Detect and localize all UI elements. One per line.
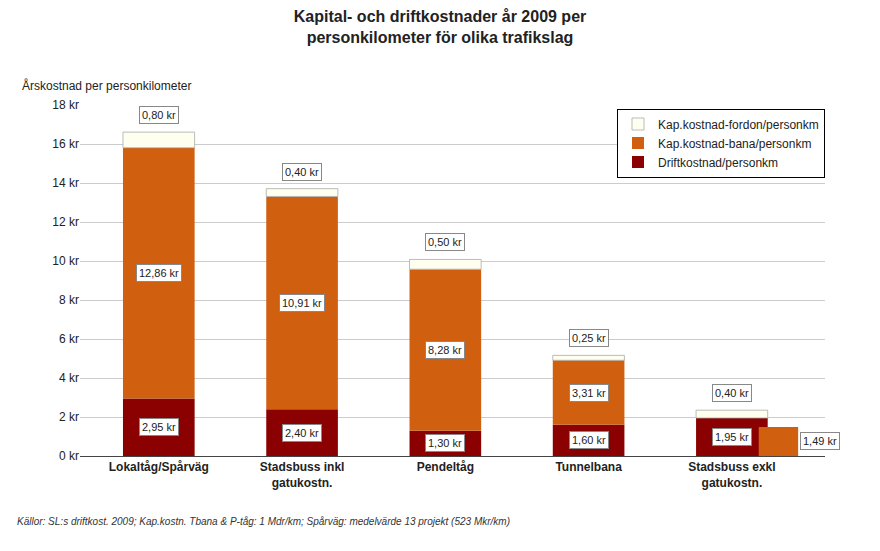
svg-text:2,95 kr: 2,95 kr <box>142 421 176 433</box>
svg-text:12,86 kr: 12,86 kr <box>139 267 179 279</box>
svg-text:8 kr: 8 kr <box>59 293 79 307</box>
svg-text:1,30 kr: 1,30 kr <box>428 437 462 449</box>
svg-text:2,40 kr: 2,40 kr <box>285 427 319 439</box>
svg-text:16 kr: 16 kr <box>52 137 79 151</box>
svg-text:1,49 kr: 1,49 kr <box>803 435 837 447</box>
svg-text:14 kr: 14 kr <box>52 176 79 190</box>
svg-text:Tunnelbana: Tunnelbana <box>555 460 622 474</box>
svg-text:12 kr: 12 kr <box>52 215 79 229</box>
svg-text:4 kr: 4 kr <box>59 371 79 385</box>
svg-text:Pendeltåg: Pendeltåg <box>417 460 474 474</box>
svg-text:18 kr: 18 kr <box>52 98 79 112</box>
svg-text:0,40 kr: 0,40 kr <box>715 387 749 399</box>
svg-text:Driftkostnad/personkm: Driftkostnad/personkm <box>658 156 778 170</box>
svg-text:Lokaltåg/Spårväg: Lokaltåg/Spårväg <box>109 460 209 474</box>
svg-text:10,91 kr: 10,91 kr <box>282 297 322 309</box>
svg-text:2 kr: 2 kr <box>59 410 79 424</box>
svg-text:Källor: SL:s driftkost. 2009;: Källor: SL:s driftkost. 2009; Kap.kostn.… <box>17 516 510 527</box>
svg-text:6 kr: 6 kr <box>59 332 79 346</box>
svg-text:Kap.kostnad-fordon/personkm: Kap.kostnad-fordon/personkm <box>658 118 819 132</box>
svg-text:Stadsbuss inklgatukostn.: Stadsbuss inklgatukostn. <box>260 460 345 490</box>
svg-text:Årskostnad per personkilometer: Årskostnad per personkilometer <box>22 78 191 93</box>
svg-text:Stadsbuss exklgatukostn.: Stadsbuss exklgatukostn. <box>688 460 775 490</box>
svg-text:0,25 kr: 0,25 kr <box>572 332 606 344</box>
svg-text:Kap.kostnad-bana/personkm: Kap.kostnad-bana/personkm <box>658 137 811 151</box>
svg-text:0,80 kr: 0,80 kr <box>142 109 176 121</box>
svg-text:0 kr: 0 kr <box>59 449 79 463</box>
svg-text:10 kr: 10 kr <box>52 254 79 268</box>
svg-text:8,28 kr: 8,28 kr <box>428 344 462 356</box>
svg-text:1,95 kr: 1,95 kr <box>715 431 749 443</box>
svg-text:3,31 kr: 3,31 kr <box>572 387 606 399</box>
svg-text:1,60 kr: 1,60 kr <box>572 434 606 446</box>
svg-text:0,50 kr: 0,50 kr <box>428 236 462 248</box>
svg-text:0,40 kr: 0,40 kr <box>285 166 319 178</box>
svg-text:Kapital- och driftkostnader år: Kapital- och driftkostnader år 2009 perp… <box>294 8 587 46</box>
